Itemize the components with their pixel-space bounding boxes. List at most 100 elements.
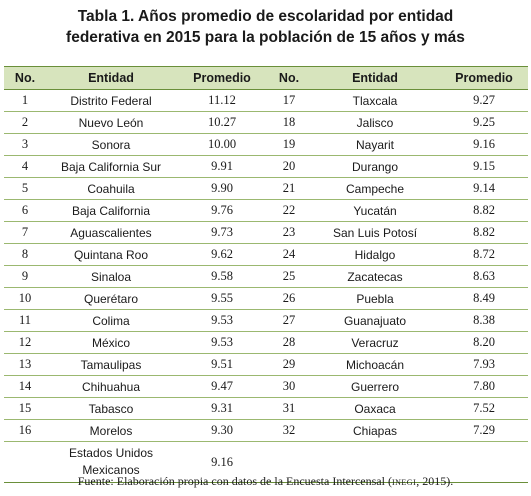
cell-no-right: 17 [268,89,310,112]
cell-no-right: 26 [268,287,310,310]
cell-promedio-left: 9.30 [176,419,268,442]
cell-entidad-left: Morelos [46,419,176,442]
table-title-line-1: Tabla 1. Años promedio de escolaridad po… [77,8,454,25]
cell-promedio-right: 9.15 [440,155,528,178]
cell-no-right: 23 [268,221,310,244]
cell-entidad-left: Sinaloa [46,265,176,288]
empty-cell [268,441,310,483]
cell-promedio-right: 8.82 [440,199,528,222]
header-entidad-left: Entidad [46,66,176,90]
source-org: inegi [391,474,417,488]
table-row: 10 Querétaro 9.55 26 Puebla 8.49 [4,287,528,310]
cell-promedio-right: 9.25 [440,111,528,134]
cell-no-left: 13 [4,353,46,376]
national-name-line-1: Estados Unidos [68,446,154,460]
cell-promedio-right: 8.82 [440,221,528,244]
cell-no-right: 22 [268,199,310,222]
cell-entidad-left: Coahuila [46,177,176,200]
cell-promedio-right: 8.72 [440,243,528,266]
cell-no-left: 16 [4,419,46,442]
cell-promedio-right: 7.93 [440,353,528,376]
table-title: Tabla 1. Años promedio de escolaridad po… [0,6,531,48]
source-suffix: , 2015). [416,474,454,488]
cell-promedio-left: 9.76 [176,199,268,222]
cell-entidad-left: Sonora [46,133,176,156]
table-row: 13 Tamaulipas 9.51 29 Michoacán 7.93 [4,353,528,376]
cell-promedio-right: 7.80 [440,375,528,398]
cell-no-right: 18 [268,111,310,134]
cell-promedio-right: 7.52 [440,397,528,420]
national-name: Estados Unidos Mexicanos [46,441,176,483]
table-row: 15 Tabasco 9.31 31 Oaxaca 7.52 [4,397,528,420]
header-entidad-right: Entidad [310,66,440,90]
cell-no-left: 4 [4,155,46,178]
cell-no-right: 29 [268,353,310,376]
source-note: Fuente: Elaboración propia con datos de … [0,474,531,489]
cell-no-right: 31 [268,397,310,420]
cell-entidad-right: Guerrero [310,375,440,398]
cell-promedio-right: 8.38 [440,309,528,332]
cell-promedio-left: 9.62 [176,243,268,266]
cell-promedio-right: 8.49 [440,287,528,310]
cell-entidad-right: Michoacán [310,353,440,376]
cell-promedio-right: 8.20 [440,331,528,354]
cell-entidad-left: México [46,331,176,354]
table-row: 16 Morelos 9.30 32 Chiapas 7.29 [4,419,528,442]
cell-entidad-left: Aguascalientes [46,221,176,244]
cell-entidad-right: Nayarit [310,133,440,156]
table-row: 3 Sonora 10.00 19 Nayarit 9.16 [4,133,528,156]
cell-entidad-left: Colima [46,309,176,332]
cell-entidad-left: Tabasco [46,397,176,420]
cell-promedio-left: 9.53 [176,309,268,332]
cell-entidad-left: Querétaro [46,287,176,310]
cell-entidad-right: Veracruz [310,331,440,354]
cell-promedio-right: 7.29 [440,419,528,442]
cell-entidad-left: Distrito Federal [46,89,176,112]
header-no-right: No. [268,66,310,90]
table-row: 11 Colima 9.53 27 Guanajuato 8.38 [4,309,528,332]
cell-promedio-left: 9.53 [176,331,268,354]
cell-no-left: 1 [4,89,46,112]
table-row: 2 Nuevo León 10.27 18 Jalisco 9.25 [4,111,528,134]
cell-no-left: 12 [4,331,46,354]
cell-entidad-right: Durango [310,155,440,178]
header-promedio-right: Promedio [440,66,528,90]
cell-no-left: 14 [4,375,46,398]
cell-promedio-left: 9.47 [176,375,268,398]
table-body: 1 Distrito Federal 11.12 17 Tlaxcala 9.27 2 Nue… [4,89,528,483]
cell-no-left: 9 [4,265,46,288]
header-no-left: No. [4,66,46,90]
cell-promedio-left: 9.51 [176,353,268,376]
cell-no-left: 5 [4,177,46,200]
national-name-line-2: Mexicanos [82,463,140,477]
cell-promedio-left: 10.27 [176,111,268,134]
cell-promedio-left: 9.73 [176,221,268,244]
cell-promedio-left: 9.55 [176,287,268,310]
empty-cell [440,441,528,483]
cell-entidad-right: Puebla [310,287,440,310]
cell-entidad-right: San Luis Potosí [310,221,440,244]
cell-entidad-right: Chiapas [310,419,440,442]
cell-promedio-right: 9.16 [440,133,528,156]
cell-entidad-left: Baja California Sur [46,155,176,178]
cell-entidad-right: Oaxaca [310,397,440,420]
cell-entidad-left: Nuevo León [46,111,176,134]
cell-promedio-left: 9.58 [176,265,268,288]
cell-promedio-right: 9.14 [440,177,528,200]
cell-no-left: 2 [4,111,46,134]
cell-promedio-right: 8.63 [440,265,528,288]
source-prefix: Fuente: Elaboración propia con datos de … [77,474,392,488]
cell-no-right: 30 [268,375,310,398]
cell-promedio-left: 9.31 [176,397,268,420]
schooling-table: No. Entidad Promedio No. Entidad Promedi… [4,66,528,483]
cell-no-left: 11 [4,309,46,332]
cell-no-left: 15 [4,397,46,420]
empty-cell [310,441,440,483]
cell-no-right: 27 [268,309,310,332]
cell-promedio-right: 9.27 [440,89,528,112]
national-value: 9.16 [176,441,268,483]
cell-entidad-left: Chihuahua [46,375,176,398]
header-row: No. Entidad Promedio No. Entidad Promedi… [4,66,528,90]
cell-promedio-left: 11.12 [176,89,268,112]
cell-entidad-right: Tlaxcala [310,89,440,112]
